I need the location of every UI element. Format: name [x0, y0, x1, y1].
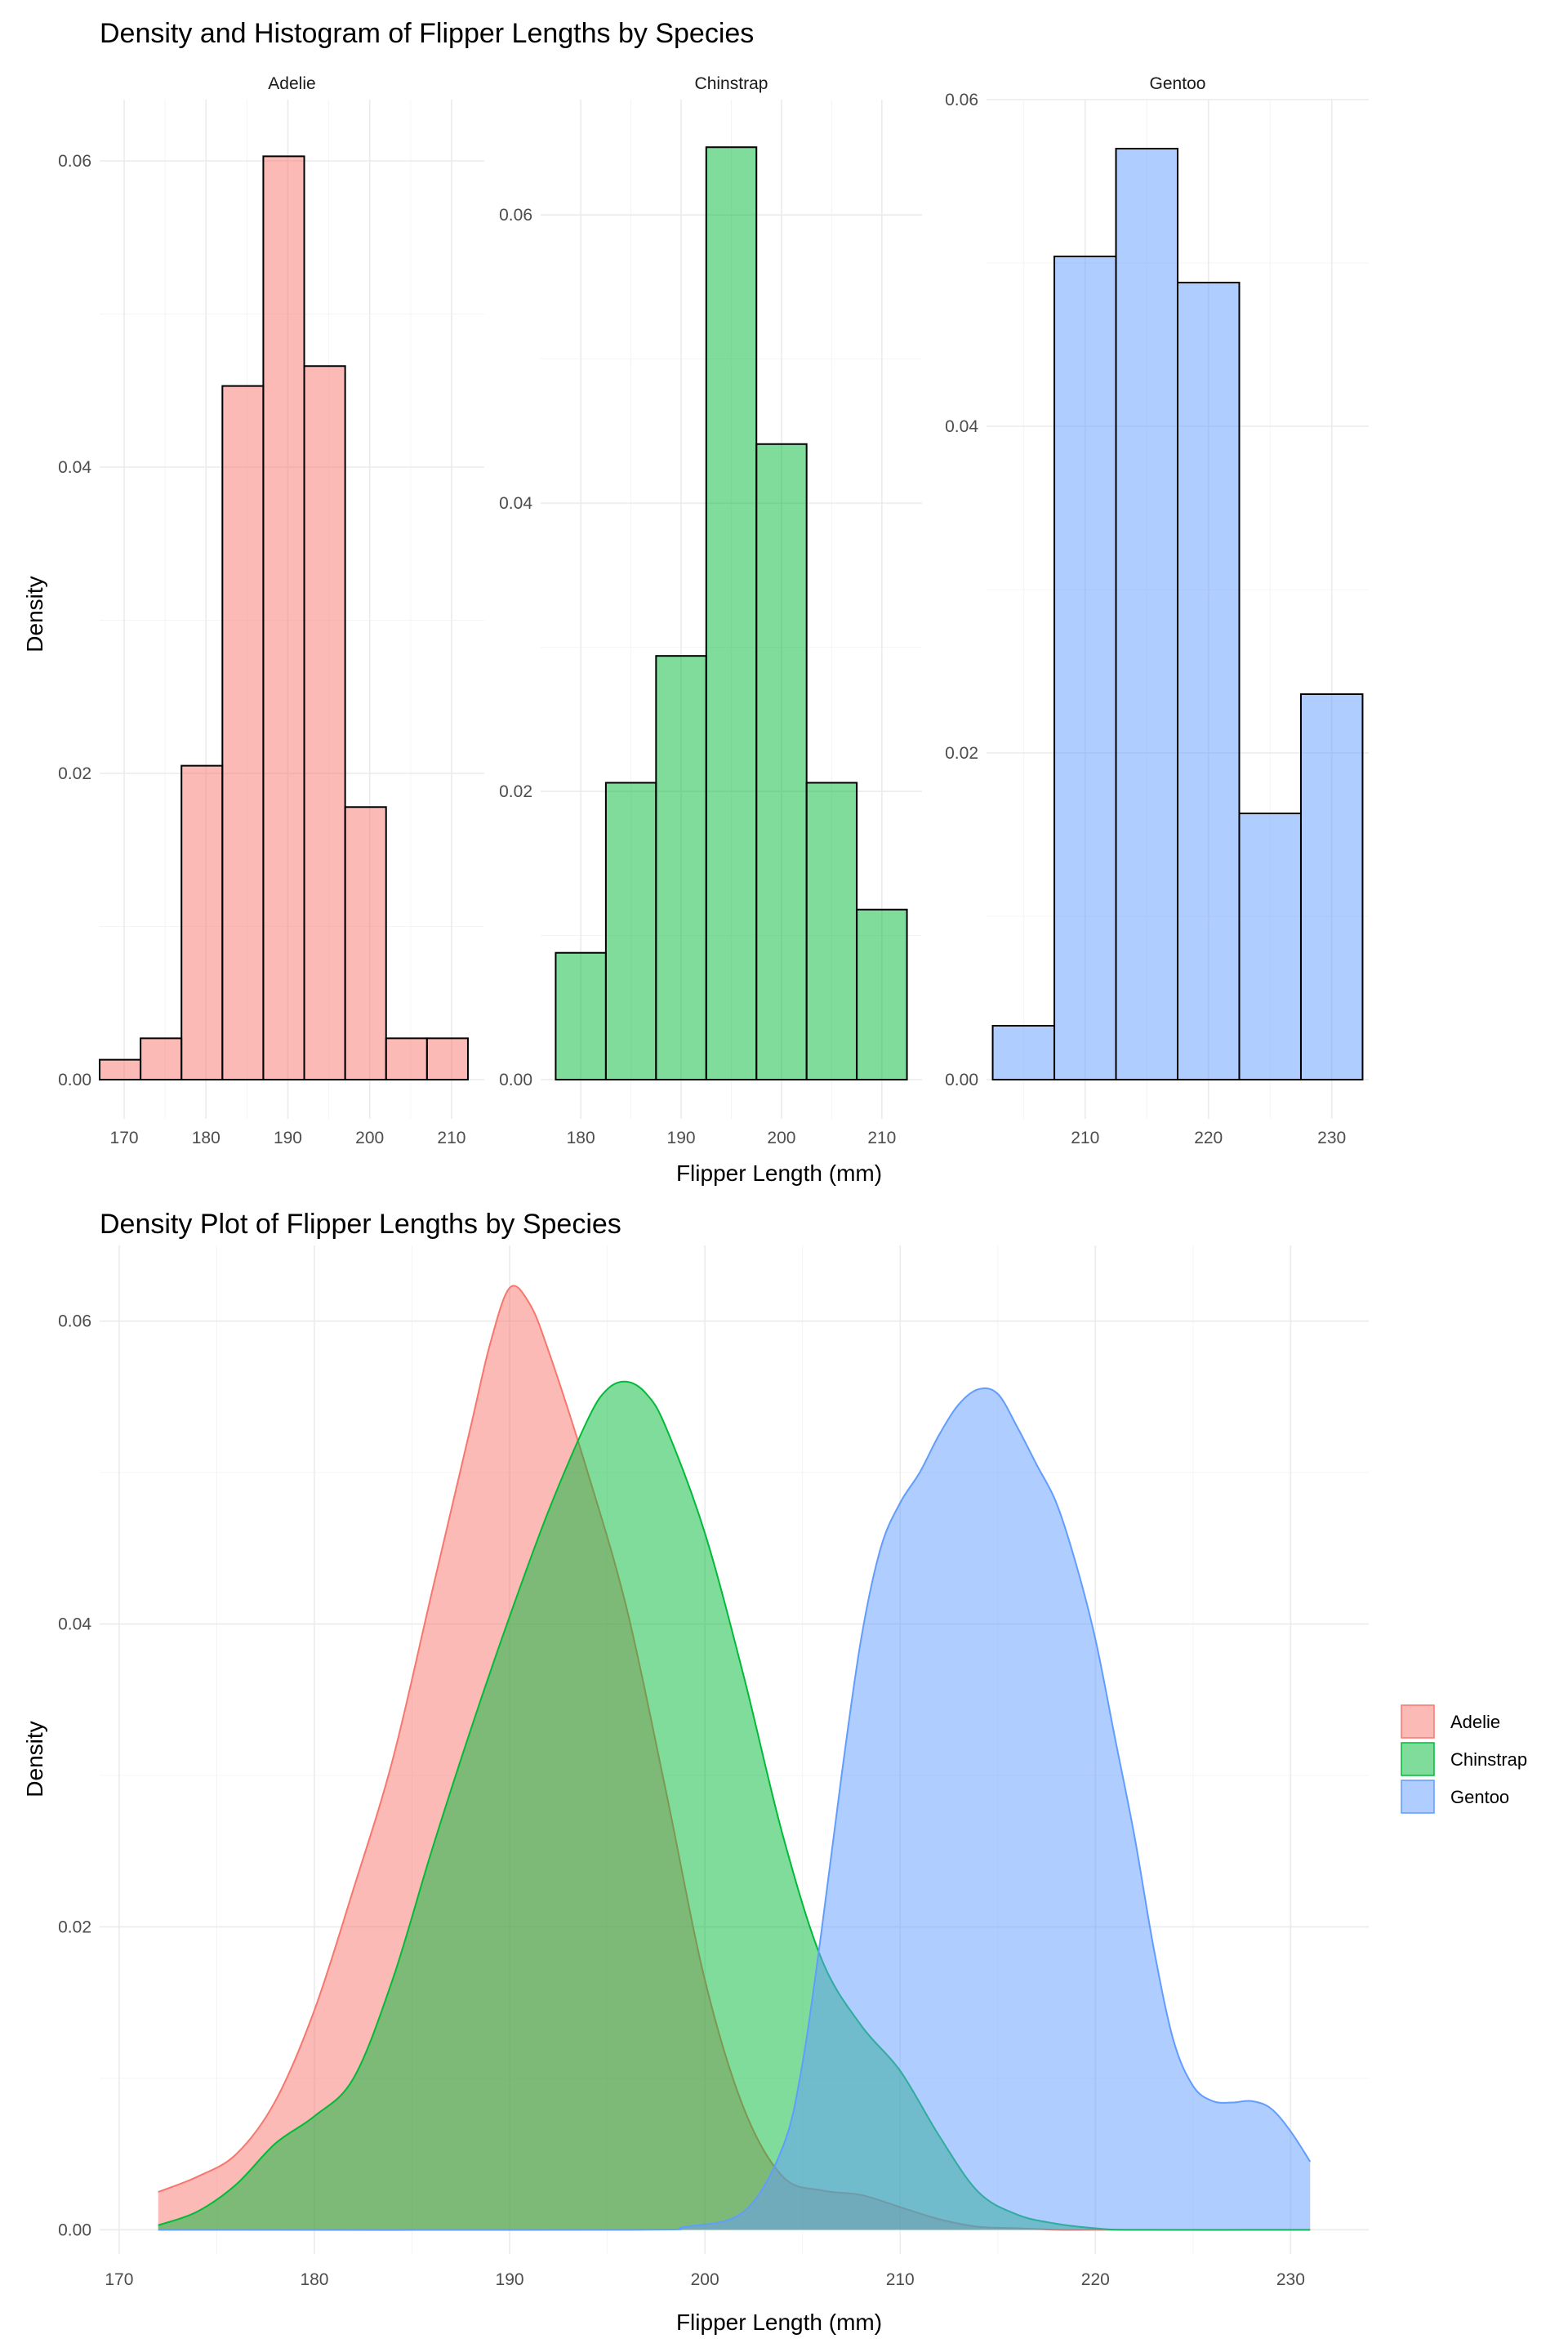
histogram-bar-gentoo: [1115, 148, 1178, 1080]
legend-key-adelie: [1401, 1704, 1435, 1739]
histogram-bar-gentoo: [991, 1025, 1056, 1080]
density-line-gentoo: [158, 1387, 1312, 2231]
x-tick-label: 220: [1194, 1129, 1223, 1147]
histogram-panel-gentoo: Gentoo 0.00 0.02 0.04 0.06 210 220 230: [945, 74, 1369, 1147]
facet-strip-gentoo: Gentoo: [1150, 74, 1206, 93]
x-tick-label: 170: [110, 1129, 139, 1147]
histogram-panel-adelie: Adelie 0.00 0.02 0.04 0.06 170 180 190 200 210: [58, 74, 484, 1147]
x-tick-label: 230: [1317, 1129, 1346, 1147]
y-tick-label: 0.02: [58, 764, 91, 783]
y-tick-label: 0.00: [58, 1071, 91, 1089]
density-area-gentoo: [158, 1388, 1311, 2230]
x-tick-label: 210: [886, 2270, 915, 2289]
histogram-bar-chinstrap: [755, 443, 808, 1080]
histogram-panel-chinstrap: Chinstrap 0.00 0.02 0.04 0.06 180 190 200 210: [499, 74, 922, 1147]
y-tick-label: 0.00: [945, 1071, 978, 1089]
x-tick-label: 210: [437, 1129, 466, 1147]
histogram-bar-gentoo: [1054, 256, 1117, 1080]
legend-key-chinstrap: [1401, 1742, 1435, 1776]
y-tick-label: 0.06: [945, 91, 978, 109]
y-tick-label: 0.02: [945, 744, 978, 763]
x-tick-label: 200: [767, 1129, 795, 1147]
x-tick-label: 170: [105, 2270, 133, 2289]
x-tick-label: 180: [192, 1129, 220, 1147]
y-tick-label: 0.00: [58, 2221, 91, 2239]
y-tick-label: 0.06: [499, 206, 532, 225]
histogram-bar-gentoo: [1238, 813, 1302, 1080]
histogram-bar-adelie: [303, 365, 346, 1080]
histogram-bar-adelie: [344, 806, 387, 1080]
histogram-bar-adelie: [180, 764, 224, 1080]
legend-key-gentoo: [1401, 1780, 1435, 1814]
y-tick-label: 0.06: [58, 152, 91, 171]
histogram-bar-gentoo: [1177, 282, 1241, 1080]
x-tick-label: 190: [667, 1129, 696, 1147]
y-tick-label: 0.02: [499, 782, 532, 801]
histogram-bar-adelie: [425, 1037, 469, 1080]
density-x-axis-label: Flipper Length (mm): [676, 2310, 882, 2335]
histogram-chart-title: Density and Histogram of Flipper Lengths…: [100, 18, 754, 49]
histogram-x-axis-label: Flipper Length (mm): [676, 1160, 882, 1186]
histogram-bar-chinstrap: [705, 146, 758, 1080]
histogram-y-axis-label: Density: [22, 576, 47, 652]
histogram-bar-chinstrap: [805, 782, 858, 1080]
x-tick-label: 210: [1071, 1129, 1099, 1147]
legend-label-gentoo: Gentoo: [1450, 1787, 1509, 1807]
y-tick-label: 0.06: [58, 1312, 91, 1331]
y-tick-label: 0.04: [499, 494, 532, 513]
histogram-bar-chinstrap: [655, 655, 707, 1080]
x-tick-label: 200: [691, 2270, 719, 2289]
histogram-bar-adelie: [385, 1037, 428, 1080]
legend-label-adelie: Adelie: [1450, 1712, 1500, 1732]
histogram-bar-adelie: [262, 155, 305, 1080]
y-tick-label: 0.04: [58, 458, 91, 477]
facet-strip-chinstrap: Chinstrap: [695, 74, 768, 93]
histogram-bar-adelie: [221, 385, 265, 1080]
y-tick-label: 0.02: [58, 1918, 91, 1936]
y-tick-label: 0.04: [945, 417, 978, 436]
facet-strip-adelie: Adelie: [268, 74, 315, 93]
x-tick-label: 200: [355, 1129, 384, 1147]
histogram-bar-chinstrap: [604, 782, 657, 1080]
density-y-axis-label: Density: [22, 1721, 47, 1797]
histogram-bar-chinstrap: [555, 951, 607, 1081]
histogram-bar-adelie: [99, 1058, 142, 1080]
x-tick-label: 190: [274, 1129, 302, 1147]
density-area-chinstrap: [158, 1381, 1311, 2230]
histogram-bar-gentoo: [1299, 693, 1364, 1080]
histogram-bar-chinstrap: [856, 908, 908, 1080]
density-plot: 0.00 0.02 0.04 0.06 170 180 190 200 210 220 230: [58, 1245, 1369, 2289]
y-tick-label: 0.00: [499, 1071, 532, 1089]
x-tick-label: 230: [1276, 2270, 1305, 2289]
x-tick-label: 190: [496, 2270, 524, 2289]
histogram-bar-adelie: [140, 1037, 183, 1080]
legend: Adelie Chinstrap Gentoo: [1401, 1704, 1527, 1814]
x-tick-label: 180: [300, 2270, 328, 2289]
x-tick-label: 180: [567, 1129, 595, 1147]
legend-label-chinstrap: Chinstrap: [1450, 1749, 1527, 1770]
y-tick-label: 0.04: [58, 1615, 91, 1634]
x-tick-label: 220: [1081, 2270, 1110, 2289]
density-chart-title: Density Plot of Flipper Lengths by Speci…: [100, 1209, 621, 1240]
x-tick-label: 210: [867, 1129, 896, 1147]
